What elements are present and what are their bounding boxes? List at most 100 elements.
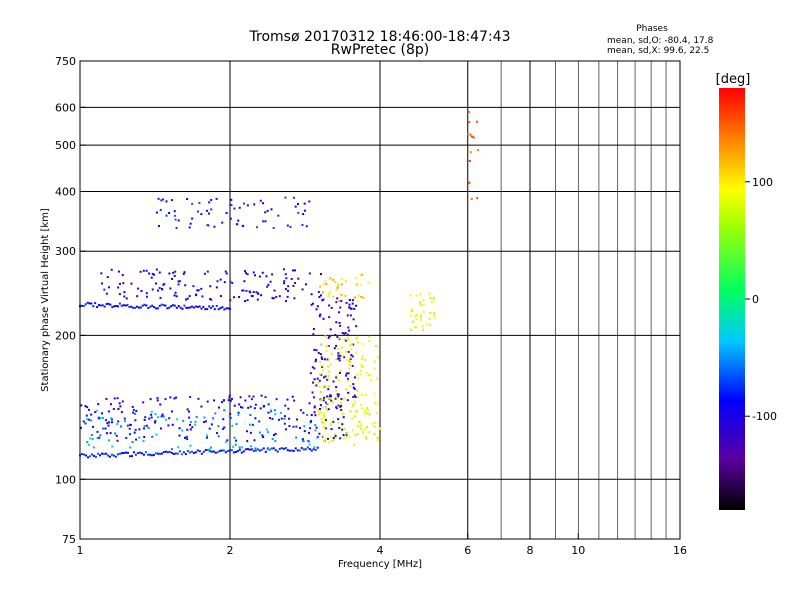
data-point xyxy=(181,429,184,432)
data-point xyxy=(338,321,341,324)
data-point xyxy=(162,415,165,418)
data-point xyxy=(346,336,349,339)
data-point xyxy=(222,449,225,452)
data-point xyxy=(432,296,435,299)
data-point xyxy=(104,452,107,455)
data-point xyxy=(208,450,211,453)
data-point xyxy=(361,342,364,345)
data-point xyxy=(327,357,330,360)
data-point xyxy=(128,306,131,309)
data-point xyxy=(124,451,127,454)
data-point xyxy=(272,447,275,450)
data-point xyxy=(340,278,343,281)
data-point xyxy=(364,393,367,396)
data-point xyxy=(104,427,107,430)
data-point xyxy=(303,425,306,428)
data-point xyxy=(342,437,345,440)
data-point xyxy=(123,291,126,294)
data-point xyxy=(168,450,171,453)
data-point xyxy=(130,455,133,458)
data-point xyxy=(232,451,235,454)
data-point xyxy=(107,424,110,427)
data-point xyxy=(316,305,319,308)
data-point xyxy=(270,208,273,211)
data-point xyxy=(150,410,153,413)
data-point xyxy=(188,226,191,229)
data-point xyxy=(337,393,340,396)
data-point xyxy=(322,435,325,438)
data-point xyxy=(165,214,168,217)
data-point xyxy=(286,398,289,401)
data-point xyxy=(137,306,140,309)
data-point xyxy=(360,403,363,406)
data-point xyxy=(359,427,362,430)
data-point xyxy=(266,209,269,212)
data-point xyxy=(132,411,135,414)
data-point xyxy=(355,373,358,376)
data-point xyxy=(315,426,318,429)
data-point xyxy=(335,288,338,291)
data-point xyxy=(235,439,238,442)
data-point xyxy=(343,427,346,430)
data-point xyxy=(136,295,139,298)
data-point xyxy=(338,426,341,429)
data-point xyxy=(341,428,344,431)
data-point xyxy=(428,324,431,327)
data-point xyxy=(155,211,158,214)
data-point xyxy=(201,295,204,298)
data-point xyxy=(340,404,343,407)
data-point xyxy=(170,199,173,202)
y-axis: 75 100 200 300 400 500 600 750 xyxy=(55,55,86,546)
data-point xyxy=(347,391,350,394)
data-point xyxy=(347,326,350,329)
data-point xyxy=(223,308,226,311)
data-point xyxy=(325,349,328,352)
data-point xyxy=(326,378,329,381)
data-point xyxy=(349,358,352,361)
data-point xyxy=(262,202,265,205)
data-point xyxy=(314,429,317,432)
data-point xyxy=(267,283,270,286)
data-point xyxy=(476,196,479,199)
data-point xyxy=(161,413,164,416)
data-point xyxy=(229,217,232,220)
data-point xyxy=(339,306,342,309)
data-point xyxy=(158,271,161,274)
data-point xyxy=(101,417,104,420)
data-point xyxy=(229,280,232,283)
data-point xyxy=(290,449,293,452)
data-point xyxy=(241,406,244,409)
data-point xyxy=(145,269,148,272)
data-point xyxy=(348,298,351,301)
data-point xyxy=(284,447,287,450)
data-point xyxy=(173,397,176,400)
data-point xyxy=(368,335,371,338)
data-point xyxy=(179,306,182,309)
data-point xyxy=(322,282,325,285)
data-point xyxy=(322,425,325,428)
data-point xyxy=(340,408,343,411)
x-tick-label: 1 xyxy=(77,544,84,557)
data-point xyxy=(239,396,242,399)
data-point xyxy=(186,408,189,411)
data-point xyxy=(145,424,148,427)
data-point xyxy=(143,425,146,428)
data-point xyxy=(348,303,351,306)
data-point xyxy=(350,348,353,351)
data-point xyxy=(328,304,331,307)
data-point xyxy=(110,417,113,420)
data-point xyxy=(96,437,99,440)
data-point xyxy=(215,197,218,200)
data-point xyxy=(429,312,432,315)
data-point xyxy=(411,309,414,312)
data-point xyxy=(229,399,232,402)
data-point xyxy=(138,436,141,439)
data-point xyxy=(233,436,236,439)
data-point xyxy=(308,402,311,405)
data-point xyxy=(315,308,318,311)
data-point xyxy=(173,210,176,213)
data-point xyxy=(161,288,164,291)
data-point xyxy=(329,436,332,439)
data-point xyxy=(353,400,356,403)
data-point xyxy=(269,280,272,283)
